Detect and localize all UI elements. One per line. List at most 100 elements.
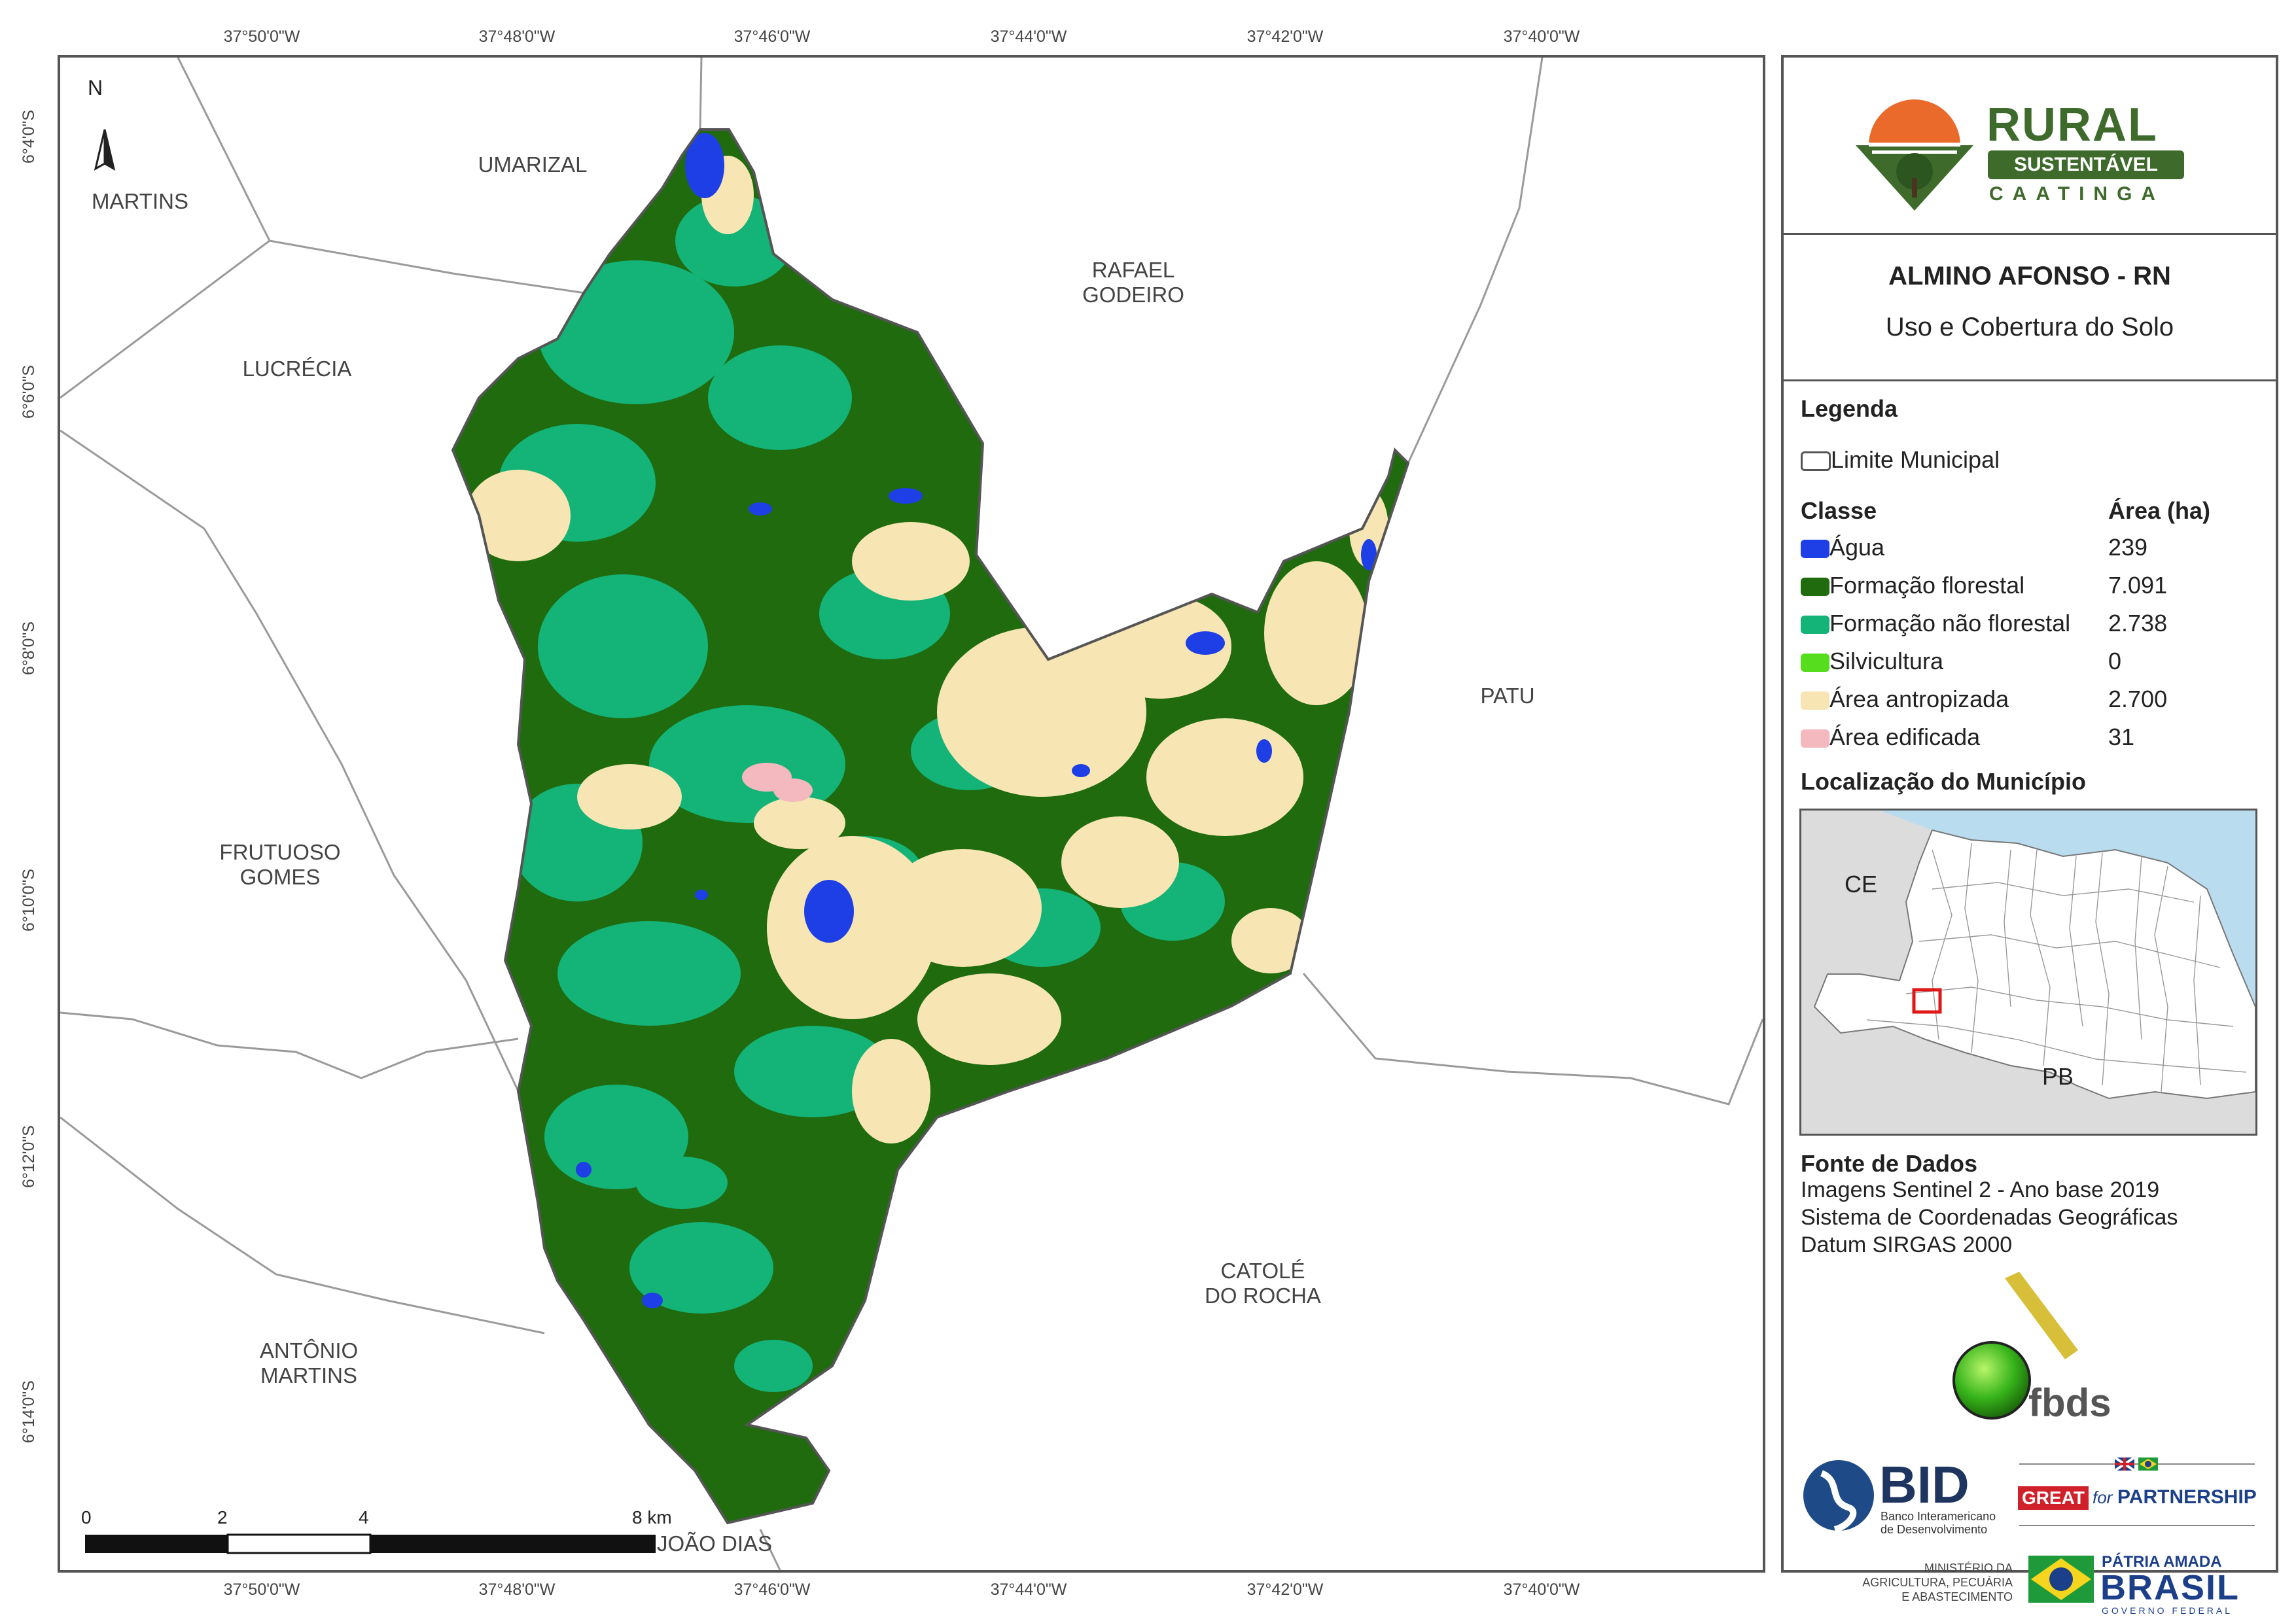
north-arrow-icon bbox=[94, 129, 116, 171]
source-line-2: Sistema de Coordenadas Geográficas bbox=[1801, 1205, 2178, 1230]
scale-label-2: 2 bbox=[217, 1507, 228, 1527]
rural-sustentavel-logo: RURAL SUSTENTÁVEL CAATINGA bbox=[1849, 93, 2216, 211]
great-for-text: for bbox=[2093, 1488, 2113, 1507]
limite-swatch bbox=[1801, 451, 1831, 472]
map-frame[interactable]: N MARTINS UMARIZAL RAFAEL GODEIRO LUCRÉC… bbox=[58, 55, 1765, 1573]
legend-label-agua: Água bbox=[1829, 534, 1885, 561]
patria-amada-brasil-logo: PÁTRIA AMADA BRASIL GOVERNO FEDERAL bbox=[2028, 1553, 2251, 1616]
location-marker bbox=[1912, 988, 1942, 1014]
municipal-boundary bbox=[451, 128, 1410, 1525]
legend-heading: Legenda bbox=[1801, 395, 1898, 422]
patria-text: PÁTRIA AMADA bbox=[2102, 1553, 2222, 1571]
bid-globe-icon bbox=[1803, 1460, 1874, 1533]
neighbor-boundaries bbox=[60, 58, 1763, 1570]
legend-item-area-antropizada: Área antropizada bbox=[1801, 686, 2009, 713]
source-line-3: Datum SIRGAS 2000 bbox=[1801, 1232, 2013, 1257]
location-inset-svg bbox=[1801, 811, 2255, 1134]
legend-label-formacao-nao-florestal: Formação não florestal bbox=[1829, 610, 2071, 637]
coord-bottom-3: 37°46'0"W bbox=[733, 1580, 811, 1599]
rural-logo-icon bbox=[1856, 99, 1973, 211]
logo-sustentavel: SUSTENTÁVEL bbox=[1988, 150, 2184, 179]
bid-sub-1: Banco Interamericano bbox=[1881, 1510, 1996, 1523]
north-label: N bbox=[88, 76, 103, 99]
label-umarizal: UMARIZAL bbox=[478, 152, 588, 177]
fbds-logo-icon bbox=[1952, 1272, 2078, 1420]
swatch-silvicultura bbox=[1801, 654, 1829, 672]
swatch-formacao-florestal bbox=[1801, 578, 1829, 597]
legend-area-area-antropizada: 2.700 bbox=[2108, 686, 2168, 712]
coord-bottom-5: 37°42'0"W bbox=[1246, 1580, 1324, 1599]
legend-label-silvicultura: Silvicultura bbox=[1829, 648, 1944, 674]
legend-item-silvicultura: Silvicultura bbox=[1801, 648, 1943, 675]
coord-left-6: 6°14'0"S bbox=[20, 1380, 38, 1443]
governo-text: GOVERNO FEDERAL bbox=[2102, 1605, 2233, 1616]
source-line-1: Imagens Sentinel 2 - Ano base 2019 bbox=[1801, 1178, 2160, 1202]
brasil-flag-icon bbox=[2028, 1556, 2094, 1603]
side-panel: RURAL SUSTENTÁVEL CAATINGA ALMINO AFONSO… bbox=[1781, 55, 2278, 1616]
great-partnership-logo: GREAT for PARTNERSHIP bbox=[2013, 1455, 2261, 1540]
swatch-formacao-nao-florestal bbox=[1801, 616, 1829, 635]
coord-top-5: 37°42'0"W bbox=[1246, 27, 1324, 46]
label-lucrecia: LUCRÉCIA bbox=[242, 357, 352, 381]
ministerio-line-3: E ABASTECIMENTO bbox=[1901, 1590, 2013, 1603]
coord-top-4: 37°44'0"W bbox=[990, 27, 1067, 46]
legend-item-agua: Água bbox=[1801, 534, 1884, 561]
label-catole-do-rocha: CATOLÉ DO ROCHA bbox=[1205, 1259, 1321, 1308]
swatch-area-edificada bbox=[1801, 729, 1829, 748]
scale-label-4: 4 bbox=[359, 1507, 369, 1527]
sources-heading: Fonte de Dados bbox=[1801, 1150, 1978, 1177]
coord-left-2: 6°6'0"S bbox=[20, 364, 38, 419]
panel-divider-2 bbox=[1784, 379, 2276, 381]
legend-area-area-edificada: 31 bbox=[2108, 724, 2135, 750]
bid-sub-2: de Desenvolvimento bbox=[1881, 1523, 1988, 1536]
legend-label-area-edificada: Área edificada bbox=[1829, 724, 1981, 750]
scale-bar bbox=[85, 1533, 656, 1554]
legend-item-formacao-nao-florestal: Formação não florestal bbox=[1801, 610, 2070, 637]
coord-left-3: 6°8'0"S bbox=[20, 621, 38, 675]
ministerio-line-2: AGRICULTURA, PECUÁRIA bbox=[1862, 1576, 2013, 1589]
label-frutuoso-gomes: FRUTUOSO GOMES bbox=[219, 840, 341, 889]
label-rafael-godeiro: RAFAEL GODEIRO bbox=[1082, 258, 1184, 307]
legend-area-formacao-florestal: 7.091 bbox=[2108, 572, 2168, 599]
bid-text: BID bbox=[1879, 1456, 1969, 1514]
map-canvas bbox=[60, 58, 1763, 1570]
label-joao-dias: JOÃO DIAS bbox=[656, 1531, 773, 1556]
map-title: ALMINO AFONSO - RN bbox=[1888, 262, 2171, 290]
coord-bottom-1: 37°50'0"W bbox=[223, 1580, 300, 1599]
location-inset-map: CE PB bbox=[1799, 809, 2257, 1136]
location-heading: Localização do Município bbox=[1801, 768, 2087, 795]
logo-caatinga: CAATINGA bbox=[1989, 183, 2165, 205]
swatch-agua bbox=[1801, 540, 1829, 559]
limite-label: Limite Municipal bbox=[1831, 446, 2000, 473]
map-subtitle: Uso e Cobertura do Solo bbox=[1885, 313, 2174, 341]
brasil-text: BRASIL bbox=[2100, 1568, 2240, 1607]
area-header: Área (ha) bbox=[2108, 497, 2211, 524]
legend-item-formacao-florestal: Formação florestal bbox=[1801, 572, 2024, 599]
coord-bottom-6: 37°40'0"W bbox=[1503, 1580, 1580, 1599]
legend-area-agua: 239 bbox=[2108, 534, 2148, 561]
scale-label-8km: 8 km bbox=[632, 1507, 672, 1527]
scale-label-0: 0 bbox=[81, 1507, 92, 1527]
legend-area-formacao-nao-florestal: 2.738 bbox=[2108, 610, 2168, 637]
legend-item-area-edificada: Área edificada bbox=[1801, 724, 1980, 751]
coord-left-5: 6°12'0"S bbox=[20, 1125, 38, 1188]
logo-rural: RURAL bbox=[1987, 99, 2158, 151]
label-martins: MARTINS bbox=[92, 189, 188, 213]
coord-top-6: 37°40'0"W bbox=[1503, 27, 1580, 46]
partnership-text: PARTNERSHIP bbox=[2117, 1486, 2257, 1508]
coord-left-4: 6°10'0"S bbox=[20, 869, 38, 932]
coord-bottom-4: 37°44'0"W bbox=[990, 1580, 1067, 1599]
great-text: GREAT bbox=[2018, 1486, 2089, 1510]
legend-limite: Limite Municipal bbox=[1801, 446, 2000, 474]
fbds-text: fbds bbox=[2028, 1381, 2111, 1425]
fbds-logo: fbds bbox=[1928, 1272, 2137, 1442]
class-header: Classe bbox=[1801, 497, 1877, 524]
panel-divider-1 bbox=[1784, 233, 2276, 235]
coord-top-2: 37°48'0"W bbox=[478, 27, 556, 46]
coord-left-1: 6°4'0"S bbox=[20, 109, 38, 164]
swatch-area-antropizada bbox=[1801, 691, 1829, 710]
bid-logo: BID Banco Interamericano de Desenvolvime… bbox=[1802, 1455, 2005, 1540]
ministerio-line-1: MINISTÉRIO DA bbox=[1924, 1562, 2013, 1575]
coord-top-3: 37°46'0"W bbox=[733, 27, 811, 46]
coord-top-1: 37°50'0"W bbox=[223, 27, 300, 46]
